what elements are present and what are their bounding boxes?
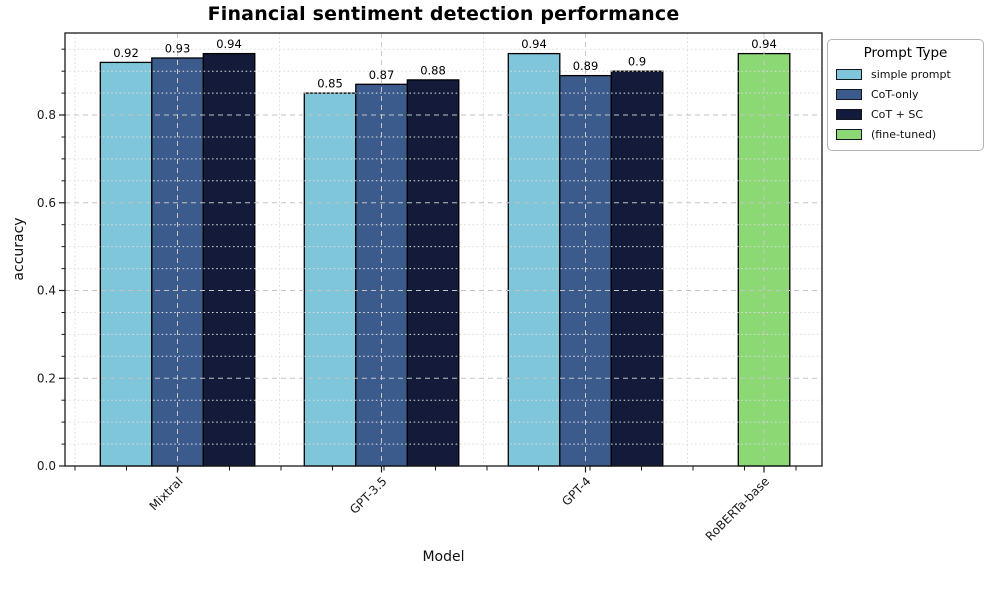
legend: Prompt Type simple prompt CoT-only CoT + S…	[827, 39, 984, 151]
y-tick-label: 0.6	[37, 196, 56, 210]
legend-entry: CoT + SC	[836, 108, 975, 121]
legend-label: CoT-only	[871, 88, 919, 101]
bar-value-label: 0.94	[216, 37, 242, 51]
legend-entries: simple prompt CoT-only CoT + SC (fine-tuned…	[836, 68, 975, 141]
bar-Mixtral-simple-prompt	[99, 61, 153, 467]
y-tick-label: 0.4	[37, 284, 56, 298]
legend-label: CoT + SC	[871, 108, 924, 121]
bar-value-label: 0.87	[369, 68, 395, 82]
x-tick-label-mixtral: Mixtral	[147, 474, 186, 513]
bar-value-label: 0.94	[751, 37, 777, 51]
legend-swatch--fine-tuned-	[836, 129, 862, 140]
bar-value-label: 0.85	[317, 77, 343, 91]
legend-swatch-cot-sc	[836, 109, 862, 120]
legend-title: Prompt Type	[863, 45, 948, 61]
legend-entry: (fine-tuned)	[836, 128, 975, 141]
legend-label: simple prompt	[871, 68, 951, 81]
y-tick-label: 0.2	[37, 372, 56, 386]
bar-GPT-4-simple-prompt	[507, 52, 561, 467]
bar-value-label: 0.92	[113, 46, 139, 60]
x-tick-label-gpt-4: GPT-4	[559, 474, 593, 508]
axes-frame	[64, 32, 823, 467]
chart-title: Financial sentiment detection performanc…	[207, 3, 680, 25]
bar-GPT-3.5-cot-sc	[406, 79, 460, 467]
x-axis-label: Model	[422, 549, 465, 565]
legend-swatch-cot-only	[836, 89, 862, 100]
y-tick-label: 0.8	[37, 108, 56, 122]
x-tick-label-roberta-base: RoBERTa-base	[703, 474, 772, 543]
bar-value-label: 0.93	[165, 42, 191, 56]
bar-GPT-3.5-simple-prompt	[303, 92, 357, 467]
bar-value-label: 0.89	[573, 59, 599, 73]
legend-entry: simple prompt	[836, 68, 975, 81]
legend-swatch-simple-prompt	[836, 69, 862, 80]
y-tick-label: 0.0	[37, 459, 56, 473]
y-axis-label: accuracy	[11, 217, 27, 281]
bar-value-label: 0.94	[521, 37, 547, 51]
legend-entry: CoT-only	[836, 88, 975, 101]
legend-label: (fine-tuned)	[871, 128, 937, 141]
x-tick-label-gpt-3.5: GPT-3.5	[347, 474, 390, 517]
bar-value-label: 0.9	[628, 55, 646, 69]
bar-value-label: 0.88	[420, 63, 446, 77]
